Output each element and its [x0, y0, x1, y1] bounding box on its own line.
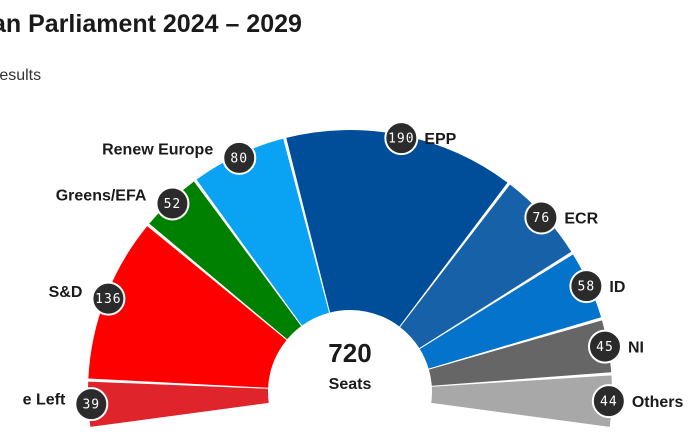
segment-sandd: [88, 226, 287, 388]
party-label-greens-efa: Greens/EFA: [56, 188, 147, 205]
seat-badge-others: [591, 384, 626, 419]
seat-badge-ecr: [524, 200, 559, 235]
seat-count-ecr: 76: [533, 211, 551, 226]
party-label-others: Others: [632, 394, 684, 411]
segment-e-left: [88, 381, 269, 427]
seat-badge-renew-europe: [222, 140, 257, 175]
segment-renew-europe: [196, 138, 330, 326]
segment-others: [431, 375, 612, 427]
seat-badge-greens-efa: [155, 186, 190, 221]
party-label-epp: EPP: [424, 131, 456, 148]
seat-badge-sandd: [91, 281, 126, 316]
seat-count-sandd: 136: [95, 292, 121, 307]
seat-count-e-left: 39: [82, 398, 100, 413]
seat-badge-id: [569, 269, 604, 304]
total-seats-value: 720: [328, 338, 371, 368]
center-disc: [272, 313, 428, 403]
segment-epp: [286, 130, 508, 327]
chart-subtitle: results: [0, 67, 42, 84]
seat-badge-ni: [587, 329, 622, 364]
seat-count-greens-efa: 52: [164, 197, 182, 212]
seat-count-ni: 45: [596, 340, 614, 355]
party-label-renew-europe: Renew Europe: [102, 141, 213, 158]
segment-greens-efa: [149, 181, 302, 340]
party-label-ni: NI: [628, 340, 644, 357]
seat-badge-e-left: [74, 387, 109, 422]
chart-title: an Parliament 2024 – 2029: [0, 10, 302, 38]
seat-count-renew-europe: 80: [230, 151, 248, 166]
party-label-sandd: S&D: [49, 284, 83, 301]
seat-badge-epp: [384, 121, 419, 156]
seat-count-id: 58: [578, 280, 596, 295]
total-seats-label: Seats: [329, 376, 372, 393]
party-label-e-left: e Left: [23, 391, 66, 408]
segment-ni: [428, 320, 612, 386]
seat-count-epp: 190: [388, 132, 414, 147]
party-label-id: ID: [609, 279, 625, 296]
seat-count-others: 44: [600, 395, 618, 410]
segment-id: [419, 254, 602, 369]
party-label-ecr: ECR: [564, 210, 598, 227]
